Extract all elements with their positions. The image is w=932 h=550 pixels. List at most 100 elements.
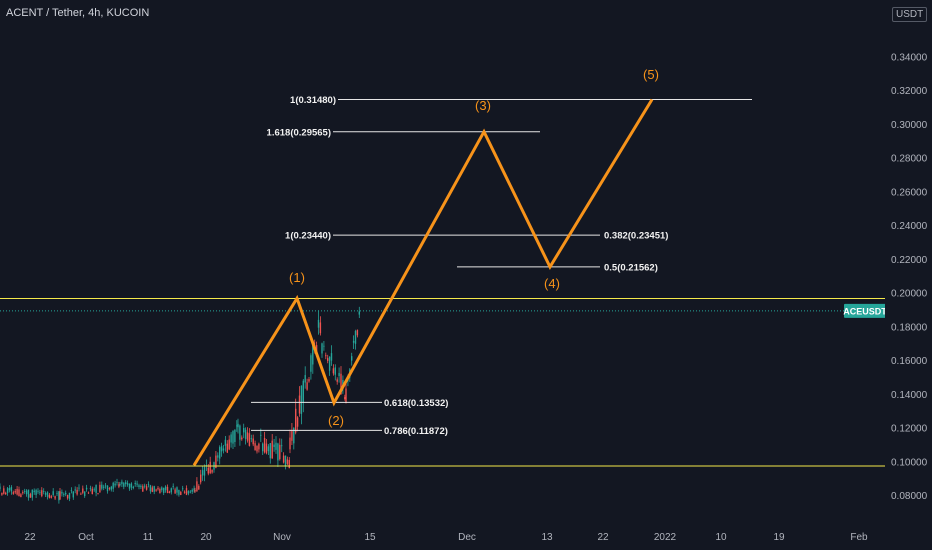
symbol-tag[interactable] bbox=[844, 303, 886, 318]
candle-body bbox=[50, 496, 52, 498]
candle-body bbox=[168, 491, 171, 493]
candle-body bbox=[244, 429, 247, 439]
candle-body bbox=[211, 469, 213, 473]
candle-body bbox=[37, 490, 39, 492]
price-axis[interactable]: 0.08000 0.10000 0.12000 0.14000 0.16000 0.180… bbox=[885, 0, 932, 550]
candle-body bbox=[70, 490, 73, 492]
x-tick-label: Nov bbox=[273, 532, 291, 543]
candle-body bbox=[319, 322, 322, 334]
candle-body bbox=[215, 455, 217, 469]
candle-body bbox=[256, 445, 258, 452]
candle-body bbox=[271, 440, 273, 459]
candle-body bbox=[157, 487, 159, 490]
candle-body bbox=[250, 438, 252, 440]
fib-level-label: 0.786(0.11872) bbox=[384, 426, 448, 437]
x-tick-label: 15 bbox=[364, 532, 376, 543]
candle-body bbox=[334, 367, 336, 375]
candle-body bbox=[273, 444, 275, 448]
candle-body bbox=[310, 355, 312, 372]
y-tick-label: 0.32000 bbox=[891, 86, 928, 97]
candle-body bbox=[3, 488, 5, 494]
candle-body bbox=[41, 490, 43, 497]
candle-body bbox=[358, 311, 360, 315]
wave-layer: (1) (2) (3) (4) (5) bbox=[192, 67, 659, 467]
candle-body bbox=[166, 486, 169, 493]
candle-body bbox=[277, 443, 279, 461]
candle-body bbox=[356, 329, 359, 336]
candle-body bbox=[191, 489, 193, 492]
candle-body bbox=[219, 447, 221, 459]
candle-body bbox=[114, 483, 116, 486]
candle-body bbox=[234, 429, 236, 443]
candle-body bbox=[89, 488, 92, 489]
candle-body bbox=[306, 382, 308, 390]
currency-unit-label[interactable]: USDT bbox=[892, 7, 928, 22]
candle-body bbox=[260, 434, 262, 436]
candle-body bbox=[269, 443, 271, 459]
candle-body bbox=[24, 491, 26, 492]
candle-body bbox=[252, 438, 254, 445]
candle-body bbox=[66, 495, 69, 499]
candle-body bbox=[149, 485, 152, 492]
x-tick-label: 10 bbox=[715, 532, 727, 543]
candle-body bbox=[189, 491, 191, 493]
candle-body bbox=[354, 330, 357, 344]
candle-body bbox=[230, 434, 232, 443]
candle-body bbox=[14, 491, 16, 493]
candle-body bbox=[78, 487, 80, 489]
candle-body bbox=[205, 465, 208, 466]
candle-body bbox=[22, 492, 24, 494]
y-tick-label: 0.26000 bbox=[891, 187, 928, 198]
candle-body bbox=[332, 368, 335, 374]
candle-body bbox=[39, 492, 41, 494]
chart-title: ACENT / Tether, 4h, KUCOIN bbox=[6, 7, 150, 19]
candle-body bbox=[226, 443, 228, 453]
candle-body bbox=[128, 483, 131, 489]
candle-body bbox=[56, 493, 58, 495]
candle-body bbox=[126, 483, 129, 485]
candle-body bbox=[344, 397, 346, 399]
candle-body bbox=[232, 431, 234, 444]
candle-body bbox=[224, 439, 227, 446]
candle-body bbox=[59, 491, 61, 500]
candle-body bbox=[46, 492, 49, 497]
candle-body bbox=[312, 343, 314, 365]
candle-body bbox=[0, 486, 1, 490]
wave-label: (3) bbox=[475, 98, 491, 113]
candle-body bbox=[151, 487, 153, 492]
candle-body bbox=[18, 489, 20, 497]
candle-body bbox=[8, 487, 11, 491]
wave-label: (2) bbox=[328, 413, 344, 428]
candle-body bbox=[178, 489, 180, 495]
candle-body bbox=[132, 486, 134, 488]
candle-body bbox=[196, 481, 198, 492]
y-tick-label: 0.28000 bbox=[891, 154, 928, 165]
y-tick-label: 0.24000 bbox=[891, 221, 928, 232]
candle-body bbox=[289, 437, 291, 450]
time-axis[interactable]: 22 Oct 11 20 Nov 15 Dec 13 22 2022 10 19 Feb bbox=[24, 532, 868, 543]
candle-body bbox=[330, 353, 333, 361]
candle-body bbox=[134, 483, 136, 484]
candle-body bbox=[97, 493, 99, 495]
candle-body bbox=[340, 373, 342, 395]
candle-body bbox=[5, 492, 7, 495]
x-tick-label: 20 bbox=[200, 532, 212, 543]
elliott-wave-line[interactable] bbox=[192, 98, 654, 467]
candle-body bbox=[161, 487, 163, 491]
wave-label: (1) bbox=[289, 270, 305, 285]
y-tick-label: 0.08000 bbox=[891, 491, 928, 502]
candle-body bbox=[10, 487, 13, 492]
candle-body bbox=[142, 486, 144, 492]
candle-body bbox=[275, 442, 277, 450]
candle-body bbox=[130, 483, 133, 488]
candle-body bbox=[327, 358, 329, 361]
candle-body bbox=[52, 491, 54, 496]
candle-body bbox=[298, 395, 301, 414]
y-tick-label: 0.30000 bbox=[891, 120, 928, 131]
candle-body bbox=[163, 487, 165, 493]
candle-body bbox=[302, 380, 304, 403]
candle-body bbox=[54, 496, 56, 499]
candle-body bbox=[220, 446, 223, 452]
x-tick-label: Oct bbox=[78, 532, 94, 543]
